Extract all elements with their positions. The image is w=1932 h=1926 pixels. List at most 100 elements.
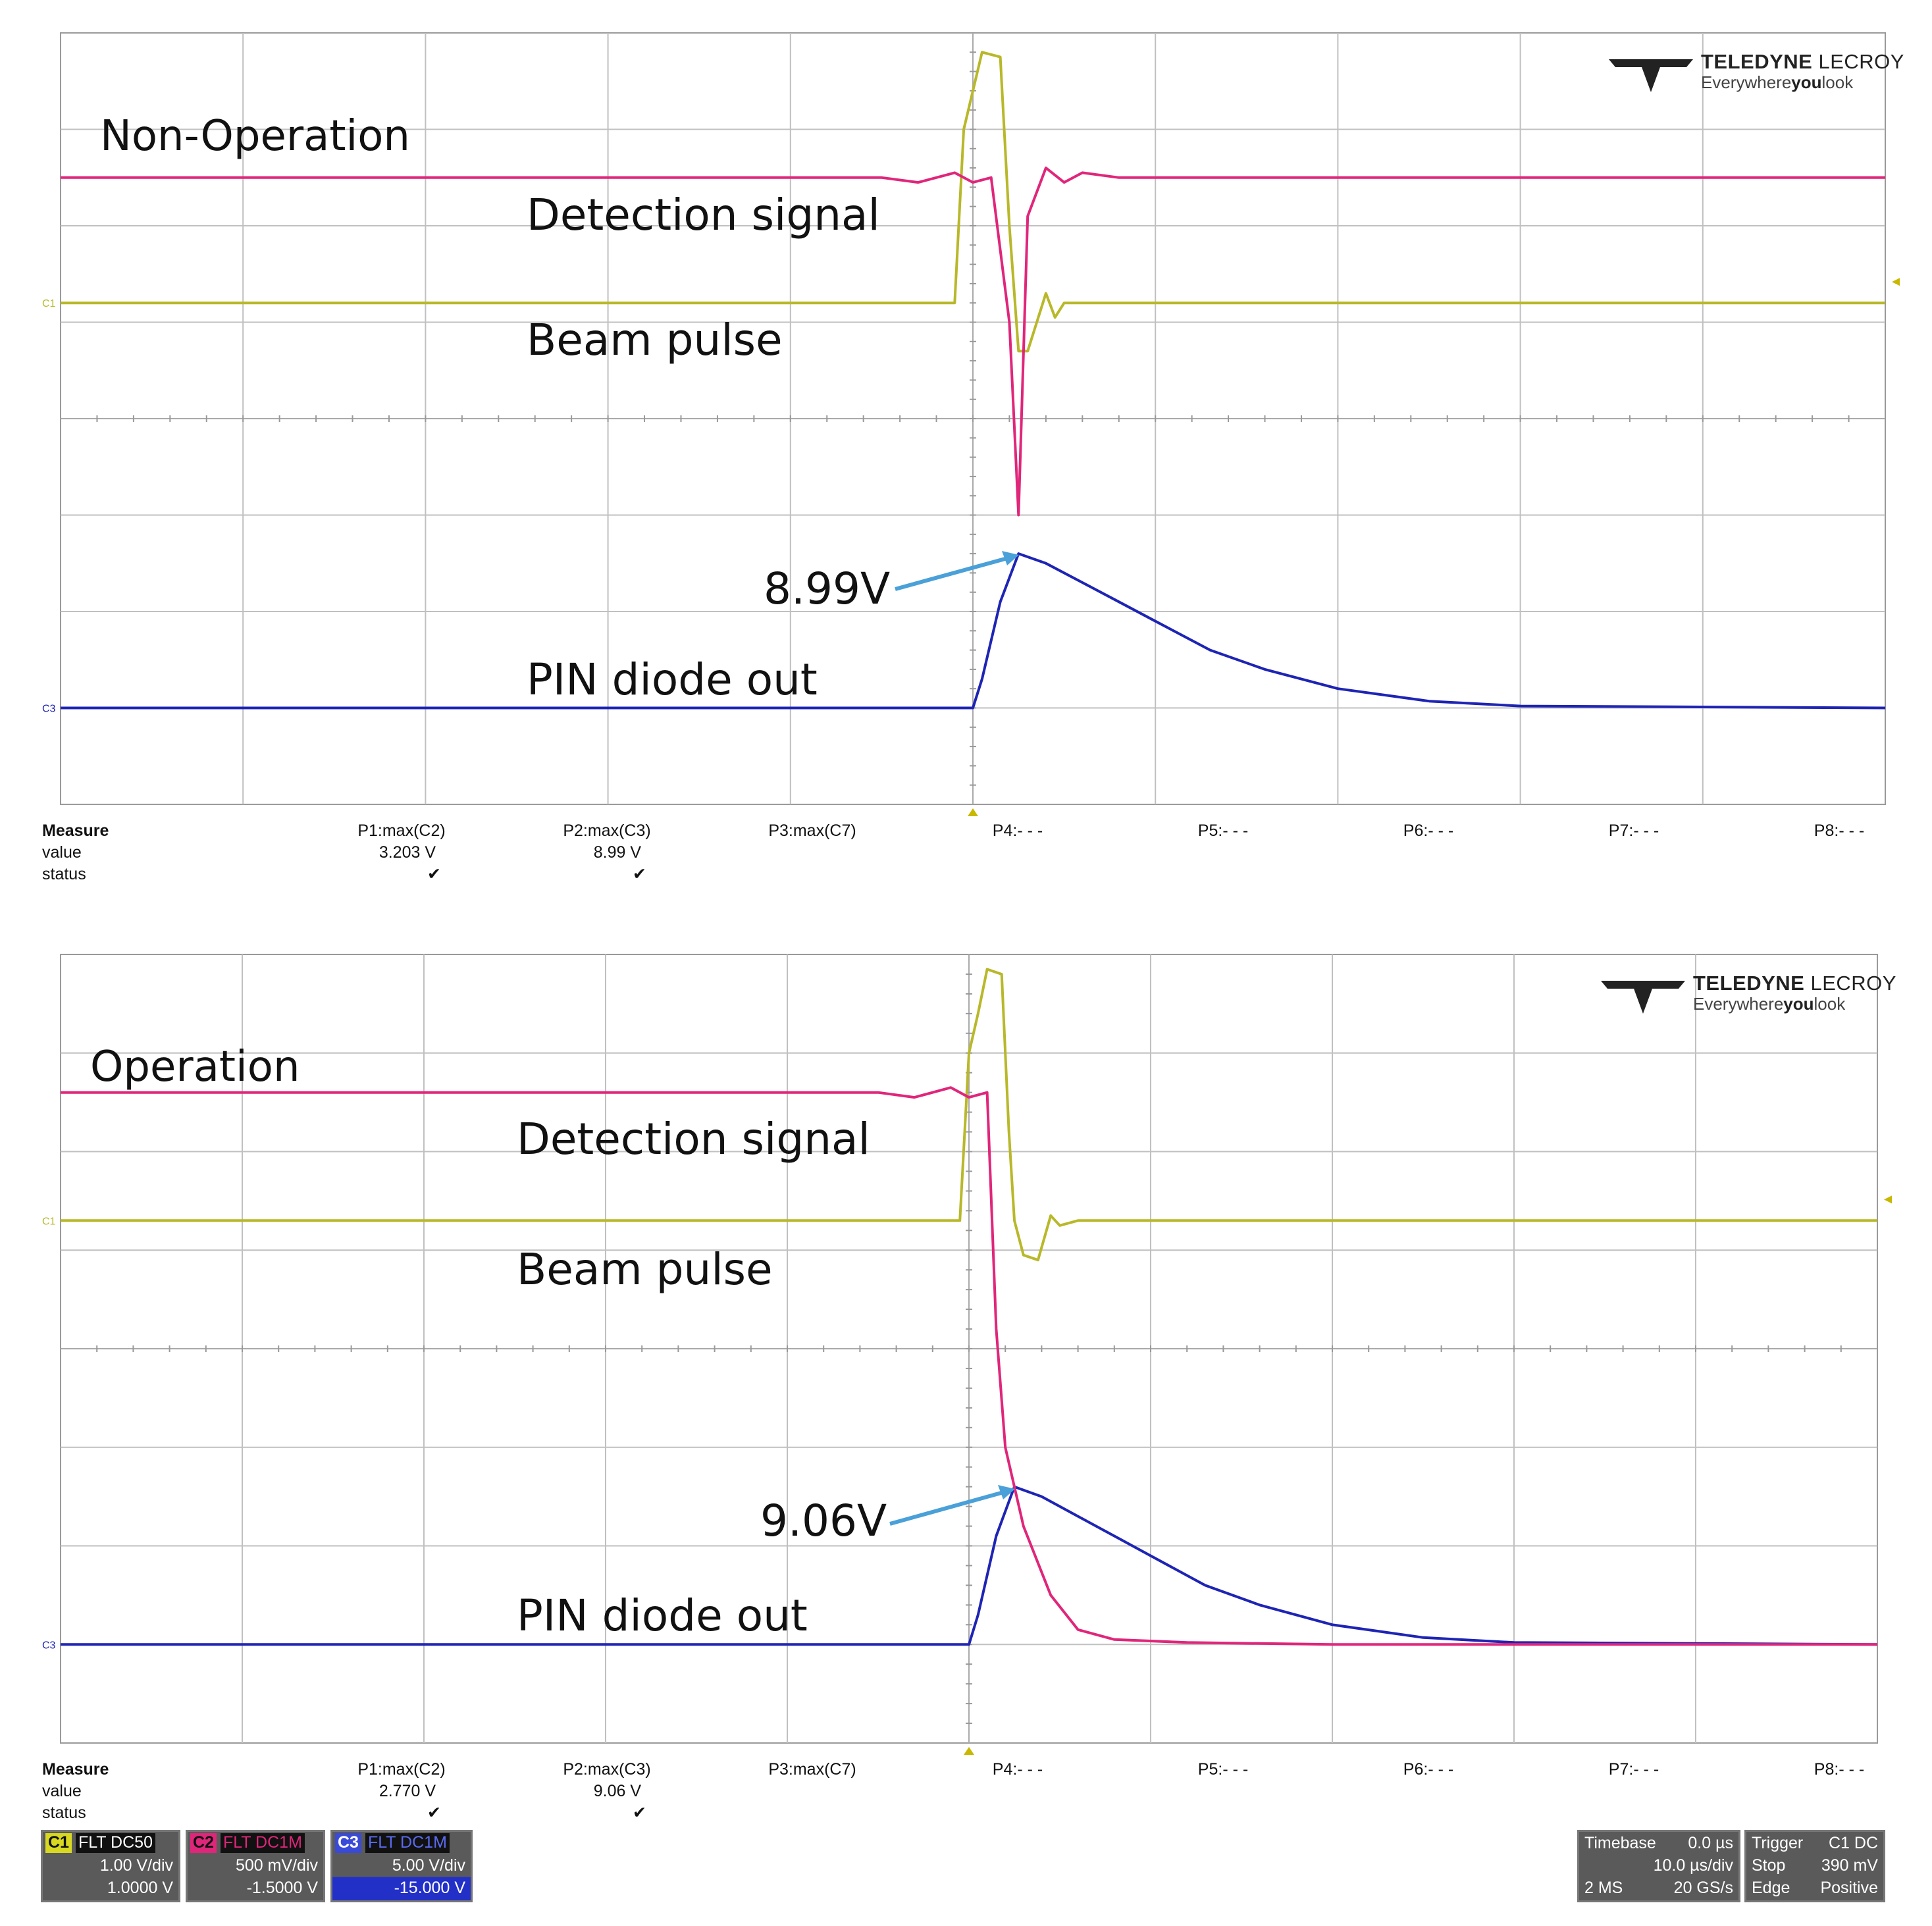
measure-param-label: P8:- - - bbox=[1814, 1760, 1865, 1779]
channel-c1-box[interactable]: C1 FLT DC50 1.00 V/div 1.0000 V bbox=[41, 1830, 180, 1902]
annotation-arrow bbox=[889, 1490, 1006, 1526]
trigger-marker bbox=[964, 1747, 974, 1755]
channel-offset: 1.0000 V bbox=[107, 1879, 173, 1897]
channel-scale: 1.00 V/div bbox=[99, 1856, 173, 1875]
series-line bbox=[61, 1485, 1878, 1646]
brand-tagline-a: Everywhere bbox=[1693, 994, 1784, 1014]
timebase-delay: 0.0 µs bbox=[1688, 1834, 1733, 1852]
measure-status-row: status bbox=[42, 865, 86, 883]
measure-value-row: value bbox=[42, 1782, 82, 1800]
channel-flags: FLT DC1M bbox=[220, 1833, 305, 1853]
peak-annotation: 8.99V bbox=[764, 563, 891, 614]
channel-marker-c3: C3 bbox=[42, 1640, 56, 1651]
pin-diode-label: PIN diode out bbox=[527, 654, 818, 705]
measure-column[interactable]: P7:- - - bbox=[1581, 820, 1686, 842]
measure-param-status: ✔ bbox=[633, 865, 646, 883]
channel-scale: 5.00 V/div bbox=[392, 1856, 465, 1875]
teledyne-logo-icon bbox=[1609, 59, 1693, 92]
channel-tag: C2 bbox=[190, 1833, 217, 1853]
scope-panel: C1 C3 bbox=[42, 954, 1892, 1755]
annotation-arrow bbox=[895, 556, 1010, 591]
measure-column[interactable]: P7:- - - bbox=[1581, 1759, 1686, 1781]
measure-column[interactable]: P8:- - - bbox=[1787, 820, 1892, 842]
timebase-label: Timebase bbox=[1584, 1834, 1656, 1852]
trigger-level: 390 mV bbox=[1821, 1856, 1878, 1875]
measure-column[interactable]: P6:- - - bbox=[1376, 820, 1481, 842]
brand-name-sub: LECROY bbox=[1810, 972, 1896, 995]
measure-param-label: P6:- - - bbox=[1403, 821, 1454, 840]
measure-column[interactable]: P6:- - - bbox=[1376, 1759, 1481, 1781]
trigger-label: Trigger bbox=[1752, 1834, 1804, 1852]
measure-param-value: 2.770 V bbox=[379, 1782, 436, 1800]
beam-pulse-label: Beam pulse bbox=[527, 315, 783, 365]
measure-param-label: P5:- - - bbox=[1197, 821, 1249, 840]
measure-param-label: P7:- - - bbox=[1608, 1760, 1659, 1779]
measure-status-row: status bbox=[42, 1804, 86, 1822]
measure-column[interactable]: P1:max(C2) 3.203 V ✔ bbox=[349, 820, 454, 885]
measure-param-value: 8.99 V bbox=[593, 843, 641, 862]
panel-title-operation: Operation bbox=[90, 1043, 300, 1091]
channel-offset: -15.000 V bbox=[394, 1879, 465, 1897]
measure-column[interactable]: P8:- - - bbox=[1787, 1759, 1892, 1781]
measure-column[interactable]: P1:max(C2) 2.770 V ✔ bbox=[349, 1759, 454, 1824]
measure-column[interactable]: P2:max(C3) 9.06 V ✔ bbox=[554, 1759, 660, 1824]
brand-tagline-c: look bbox=[1821, 72, 1854, 92]
brand-name: TELEDYNE bbox=[1693, 972, 1805, 995]
series-line bbox=[61, 552, 1886, 710]
measure-param-value: 3.203 V bbox=[379, 843, 436, 862]
channel-scale: 500 mV/div bbox=[235, 1856, 318, 1875]
measure-param-label: P4:- - - bbox=[992, 821, 1043, 840]
trigger-box[interactable]: Trigger C1 DC Stop 390 mV Edge Positive bbox=[1744, 1830, 1885, 1902]
measure-param-label: P3:max(C7) bbox=[768, 821, 856, 840]
measure-param-label: P7:- - - bbox=[1608, 821, 1659, 840]
panel-title-non-operation: Non-Operation bbox=[100, 112, 410, 161]
timebase-rate: 20 GS/s bbox=[1673, 1879, 1733, 1897]
brand-logo: TELEDYNE LECROY Everywhereyoulook bbox=[1601, 972, 1896, 1024]
measure-param-label: P8:- - - bbox=[1814, 821, 1865, 840]
channel-marker-c1: C1 bbox=[42, 298, 56, 309]
measure-column[interactable]: P4:- - - bbox=[965, 1759, 1070, 1781]
measure-param-label: P4:- - - bbox=[992, 1760, 1043, 1779]
trigger-level-marker bbox=[1884, 1195, 1892, 1204]
timebase-memory: 2 MS bbox=[1584, 1879, 1623, 1897]
measure-column[interactable]: P3:max(C7) bbox=[760, 1759, 865, 1781]
series-line bbox=[61, 1086, 1877, 1646]
channel-tag: C1 bbox=[45, 1833, 72, 1853]
channel-marker-c3: C3 bbox=[42, 704, 56, 715]
measure-param-status: ✔ bbox=[427, 865, 441, 883]
measure-param-label: P6:- - - bbox=[1403, 1760, 1454, 1779]
measure-labels: Measure value status bbox=[42, 820, 109, 885]
channel-tag: C3 bbox=[335, 1833, 361, 1853]
measure-value-row: value bbox=[42, 843, 82, 862]
channel-marker-c1: C1 bbox=[42, 1216, 56, 1227]
channel-flags: FLT DC50 bbox=[75, 1833, 155, 1853]
trigger-level-marker bbox=[1892, 278, 1900, 286]
timebase-scale: 10.0 µs/div bbox=[1653, 1856, 1733, 1875]
measure-param-label: P5:- - - bbox=[1197, 1760, 1249, 1779]
pin-diode-label: PIN diode out bbox=[517, 1590, 808, 1641]
timebase-box[interactable]: Timebase 0.0 µs 10.0 µs/div 2 MS 20 GS/s bbox=[1577, 1830, 1740, 1902]
measure-param-status: ✔ bbox=[633, 1804, 646, 1822]
measure-param-label: P2:max(C3) bbox=[563, 1760, 651, 1779]
channel-flags: FLT DC1M bbox=[365, 1833, 450, 1853]
measure-header: Measure bbox=[42, 1760, 109, 1779]
channel-c3-box[interactable]: C3 FLT DC1M 5.00 V/div -15.000 V bbox=[330, 1830, 473, 1902]
trigger-type: Edge bbox=[1752, 1879, 1790, 1897]
trigger-source: C1 DC bbox=[1828, 1834, 1878, 1852]
peak-annotation: 9.06V bbox=[760, 1496, 887, 1546]
measure-column[interactable]: P5:- - - bbox=[1170, 1759, 1276, 1781]
teledyne-logo-icon bbox=[1601, 981, 1685, 1014]
measure-column[interactable]: P5:- - - bbox=[1170, 820, 1276, 842]
series-line bbox=[61, 51, 1885, 353]
measure-param-status: ✔ bbox=[427, 1804, 441, 1822]
detection-signal-label: Detection signal bbox=[527, 190, 880, 240]
measure-param-label: P2:max(C3) bbox=[563, 821, 651, 840]
measure-column[interactable]: P4:- - - bbox=[965, 820, 1070, 842]
measure-param-label: P1:max(C2) bbox=[357, 1760, 446, 1779]
measure-column[interactable]: P2:max(C3) 8.99 V ✔ bbox=[554, 820, 660, 885]
channel-c2-box[interactable]: C2 FLT DC1M 500 mV/div -1.5000 V bbox=[186, 1830, 325, 1902]
scope-panel: C1 C3 bbox=[42, 32, 1900, 816]
measure-column[interactable]: P3:max(C7) bbox=[760, 820, 865, 842]
beam-pulse-label: Beam pulse bbox=[517, 1244, 773, 1295]
brand-tagline-b: you bbox=[1783, 994, 1814, 1014]
